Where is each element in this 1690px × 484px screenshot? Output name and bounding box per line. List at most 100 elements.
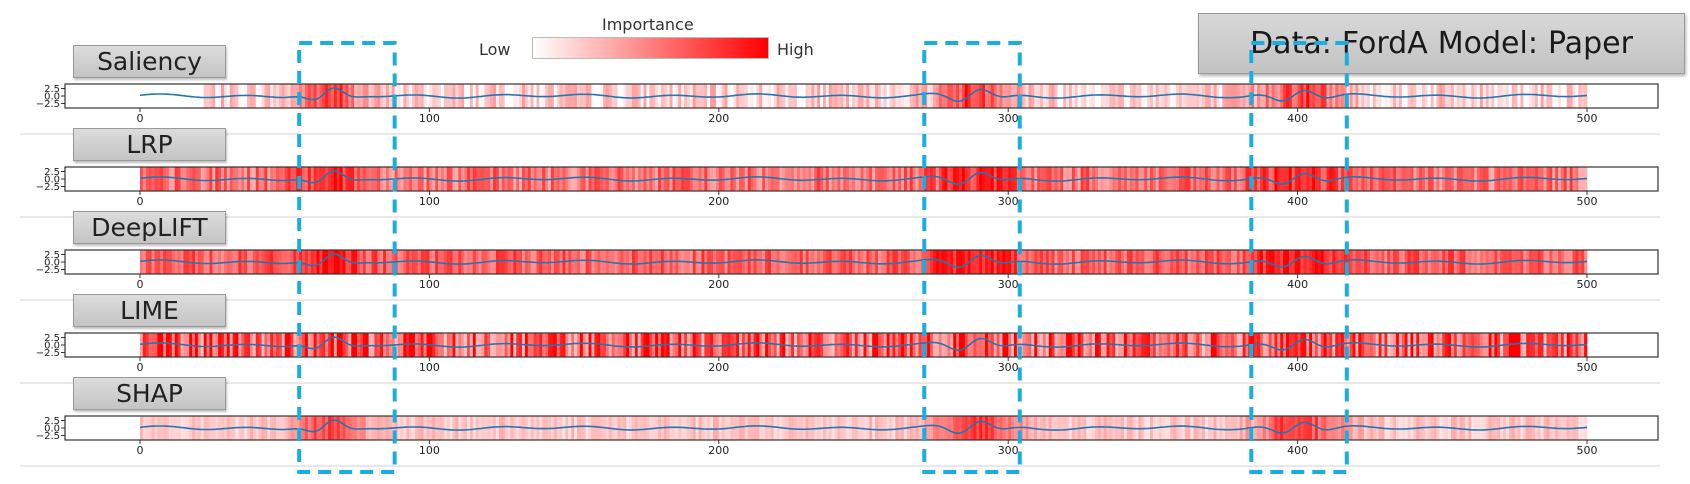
- importance-cell: [342, 167, 346, 191]
- importance-cell: [1294, 84, 1298, 108]
- importance-cell: [750, 416, 754, 440]
- importance-cell: [869, 416, 873, 440]
- importance-cell: [1057, 416, 1061, 440]
- y-tick-label: 0.0: [44, 92, 60, 103]
- importance-cell: [1314, 416, 1319, 440]
- importance-cell: [1465, 416, 1469, 440]
- importance-cell: [791, 333, 795, 357]
- importance-cell: [1288, 84, 1293, 108]
- importance-cell: [313, 84, 317, 108]
- importance-cell: [1196, 416, 1200, 440]
- importance-cell: [973, 416, 977, 440]
- importance-cell: [629, 416, 633, 440]
- importance-cell: [565, 416, 569, 440]
- importance-cell: [1040, 416, 1044, 440]
- importance-cell: [192, 250, 196, 274]
- importance-cell: [1474, 416, 1478, 440]
- importance-cell: [342, 250, 346, 274]
- importance-cell: [1216, 333, 1220, 357]
- importance-cell: [1173, 167, 1177, 191]
- importance-cell: [741, 333, 746, 357]
- importance-cell: [1288, 167, 1293, 191]
- importance-cell: [145, 416, 150, 440]
- importance-cell: [504, 416, 508, 440]
- importance-cell: [1054, 333, 1058, 357]
- importance-cell: [328, 84, 332, 108]
- importance-cell: [932, 416, 937, 440]
- importance-cell: [750, 167, 754, 191]
- importance-cell: [513, 167, 517, 191]
- importance-cell: [412, 416, 416, 440]
- importance-cell: [498, 167, 503, 191]
- importance-cell: [767, 167, 772, 191]
- importance-cell: [1390, 333, 1394, 357]
- importance-cell: [1329, 250, 1333, 274]
- importance-cell: [333, 167, 338, 191]
- importance-cell: [796, 416, 801, 440]
- importance-cell: [576, 250, 581, 274]
- importance-cell: [1477, 250, 1481, 274]
- importance-cell: [1401, 416, 1406, 440]
- importance-cell: [1170, 416, 1174, 440]
- importance-cell: [342, 84, 346, 108]
- importance-cell: [1326, 250, 1330, 274]
- x-tick-label: 500: [1577, 444, 1598, 457]
- importance-cell: [469, 84, 474, 108]
- importance-cell: [976, 250, 980, 274]
- importance-cell: [1517, 416, 1521, 440]
- importance-cell: [168, 333, 173, 357]
- importance-cell: [316, 167, 320, 191]
- importance-cell: [959, 167, 963, 191]
- importance-cell: [1106, 167, 1110, 191]
- importance-cell: [1068, 416, 1073, 440]
- importance-cell: [284, 167, 288, 191]
- importance-cell: [866, 167, 870, 191]
- importance-cell: [565, 250, 569, 274]
- importance-cell: [412, 333, 416, 357]
- importance-cell: [643, 84, 647, 108]
- importance-cell: [808, 416, 812, 440]
- importance-cell: [449, 416, 453, 440]
- importance-cell: [1071, 250, 1076, 274]
- importance-cell: [1178, 167, 1183, 191]
- importance-cell: [1297, 416, 1301, 440]
- importance-cell: [276, 416, 280, 440]
- importance-cell: [744, 416, 749, 440]
- importance-cell: [1286, 84, 1290, 108]
- importance-cell: [872, 84, 876, 108]
- importance-cell: [469, 167, 474, 191]
- importance-cell: [290, 333, 294, 357]
- importance-cell: [1268, 333, 1272, 357]
- importance-cell: [773, 167, 778, 191]
- importance-cell: [791, 416, 795, 440]
- importance-cell: [406, 84, 410, 108]
- importance-cell: [704, 333, 708, 357]
- importance-cell: [640, 333, 644, 357]
- importance-cell: [206, 167, 210, 191]
- importance-cell: [409, 416, 413, 440]
- importance-cell: [218, 416, 222, 440]
- importance-cell: [640, 84, 644, 108]
- importance-cell: [1040, 333, 1044, 357]
- importance-cell: [313, 333, 317, 357]
- importance-cell: [215, 167, 219, 191]
- importance-cell: [325, 416, 329, 440]
- importance-cell: [1488, 84, 1492, 108]
- importance-cell: [756, 416, 760, 440]
- importance-cell: [626, 84, 630, 108]
- importance-cell: [354, 84, 358, 108]
- importance-cell: [174, 333, 178, 357]
- importance-cell: [472, 250, 477, 274]
- importance-cell: [1523, 333, 1527, 357]
- importance-cell: [1488, 167, 1492, 191]
- importance-cell: [1479, 250, 1484, 274]
- importance-cell: [513, 416, 517, 440]
- importance-cell: [574, 167, 578, 191]
- y-tick-label: 0.0: [44, 341, 60, 352]
- importance-cell: [872, 167, 876, 191]
- importance-cell: [1231, 84, 1235, 108]
- importance-cell: [993, 416, 997, 440]
- importance-cell: [802, 333, 806, 357]
- importance-cell: [1303, 84, 1307, 108]
- importance-cell: [1526, 416, 1530, 440]
